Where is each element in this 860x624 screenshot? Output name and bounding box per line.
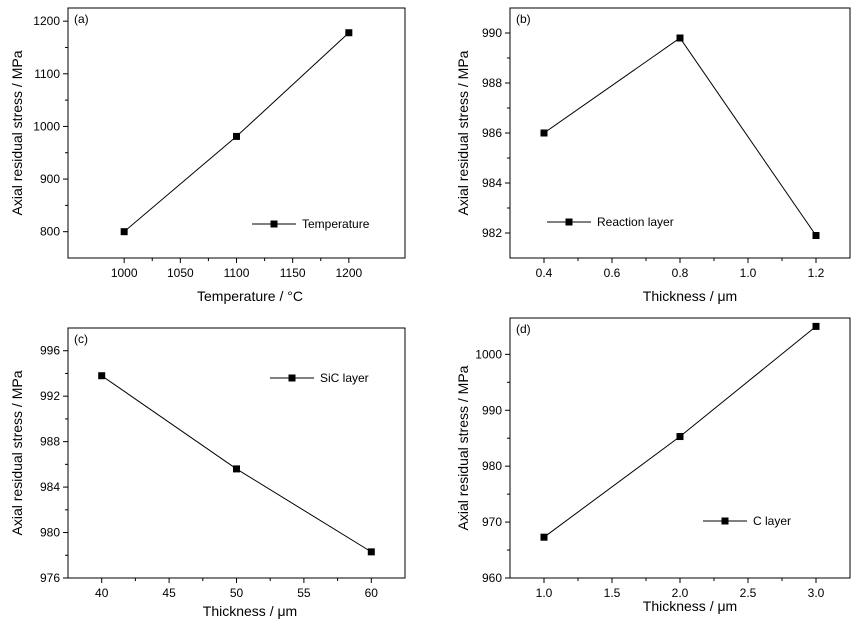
plot-frame <box>509 7 851 259</box>
y-tick-label: 980 <box>40 526 60 540</box>
x-tick-label: 40 <box>95 586 109 600</box>
x-axis-title: Thickness / μm <box>643 598 737 614</box>
x-tick-label: 1200 <box>335 266 362 280</box>
y-axis-title: Axial residual stress / MPa <box>455 365 471 530</box>
y-tick-label: 1000 <box>475 347 502 361</box>
x-tick-label: 1050 <box>167 266 194 280</box>
data-point <box>540 533 548 541</box>
y-tick-label: 976 <box>40 571 60 585</box>
legend-label: Reaction layer <box>597 215 674 229</box>
x-tick-label: 50 <box>230 586 244 600</box>
y-axis-title: Axial residual stress / MPa <box>455 50 471 215</box>
data-point <box>233 465 240 473</box>
y-tick-label: 984 <box>40 480 60 494</box>
legend-marker <box>721 517 729 525</box>
series-line <box>123 32 350 233</box>
legend-marker <box>270 220 278 228</box>
panel-label: (a) <box>74 12 89 26</box>
x-tick-label: 55 <box>297 586 311 600</box>
x-tick-label: 1000 <box>111 266 138 280</box>
y-tick-label: 970 <box>482 515 502 529</box>
y-tick-label: 960 <box>482 571 502 585</box>
y-tick-label: 1200 <box>33 14 60 28</box>
y-tick-label: 986 <box>482 126 502 140</box>
chart-panel-2: 0.4 0.6 0.8 1.0 1.2 982 984 986 988 990 Thickness … <box>455 7 851 304</box>
data-point <box>345 29 353 37</box>
legend: C layer <box>703 514 791 528</box>
legend: SiC layer <box>270 371 369 385</box>
series-line <box>543 37 817 236</box>
series-line <box>543 325 817 538</box>
panel-label: (b) <box>516 12 531 26</box>
chart-panel-3: 40 45 50 55 60 976 980 984 988 992 996 Thickness / … <box>9 327 406 619</box>
plot-frame <box>67 327 406 579</box>
x-tick-label: 1.2 <box>808 266 825 280</box>
x-tick-label: 0.4 <box>536 266 553 280</box>
x-tick-label: 60 <box>365 586 379 600</box>
x-tick-label: 3.0 <box>808 586 825 600</box>
panel-label: (c) <box>74 332 88 346</box>
data-point <box>540 129 548 137</box>
chart-panel-1: 1000 1050 1100 1150 1200 800 900 1000 1100 1200 Te… <box>9 7 406 304</box>
data-point <box>676 433 684 441</box>
data-point <box>233 132 240 140</box>
panel-label: (d) <box>516 322 531 336</box>
y-tick-label: 990 <box>482 26 502 40</box>
data-point <box>676 34 684 42</box>
data-point <box>367 548 375 556</box>
y-tick-label: 988 <box>40 435 60 449</box>
y-axis-title: Axial residual stress / MPa <box>9 50 25 215</box>
legend-label: SiC layer <box>320 371 369 385</box>
legend-marker <box>288 374 296 382</box>
x-axis-title: Thickness / μm <box>203 603 297 619</box>
x-tick-label: 1100 <box>224 266 250 280</box>
chart-panel-4: 1.0 1.5 2.0 2.5 3.0 960 970 980 990 1000 Thickness… <box>455 317 851 614</box>
x-tick-label: 1.5 <box>604 586 621 600</box>
y-tick-label: 982 <box>482 226 502 240</box>
legend-marker <box>565 218 573 226</box>
y-tick-label: 800 <box>40 225 60 239</box>
data-point <box>120 228 128 236</box>
y-tick-label: 988 <box>482 76 502 90</box>
y-tick-label: 1000 <box>33 119 60 133</box>
x-tick-label: 2.0 <box>672 586 689 600</box>
plot-frame <box>509 317 851 579</box>
x-tick-label: 1.0 <box>740 266 757 280</box>
series-line <box>101 375 372 553</box>
y-axis-title: Axial residual stress / MPa <box>9 370 25 535</box>
legend: Temperature <box>252 217 370 231</box>
data-point <box>812 232 820 239</box>
data-point <box>98 372 106 380</box>
y-tick-label: 990 <box>482 403 502 417</box>
legend: Reaction layer <box>547 215 674 229</box>
y-tick-label: 1100 <box>34 67 60 81</box>
x-axis-title: Thickness / μm <box>643 288 737 304</box>
legend-label: C layer <box>753 514 791 528</box>
x-tick-label: 0.8 <box>672 266 689 280</box>
x-axis-title: Temperature / °C <box>197 288 303 304</box>
y-tick-label: 980 <box>482 459 502 473</box>
y-tick-label: 992 <box>40 389 60 403</box>
x-tick-label: 1.0 <box>536 586 553 600</box>
x-tick-label: 1150 <box>280 266 306 280</box>
x-tick-label: 0.6 <box>604 266 621 280</box>
y-tick-label: 900 <box>40 172 60 186</box>
y-tick-label: 984 <box>482 176 502 190</box>
data-point <box>812 322 820 330</box>
y-tick-label: 996 <box>40 344 60 358</box>
x-tick-label: 2.5 <box>740 586 757 600</box>
x-tick-label: 45 <box>162 586 176 600</box>
legend-label: Temperature <box>302 217 370 231</box>
